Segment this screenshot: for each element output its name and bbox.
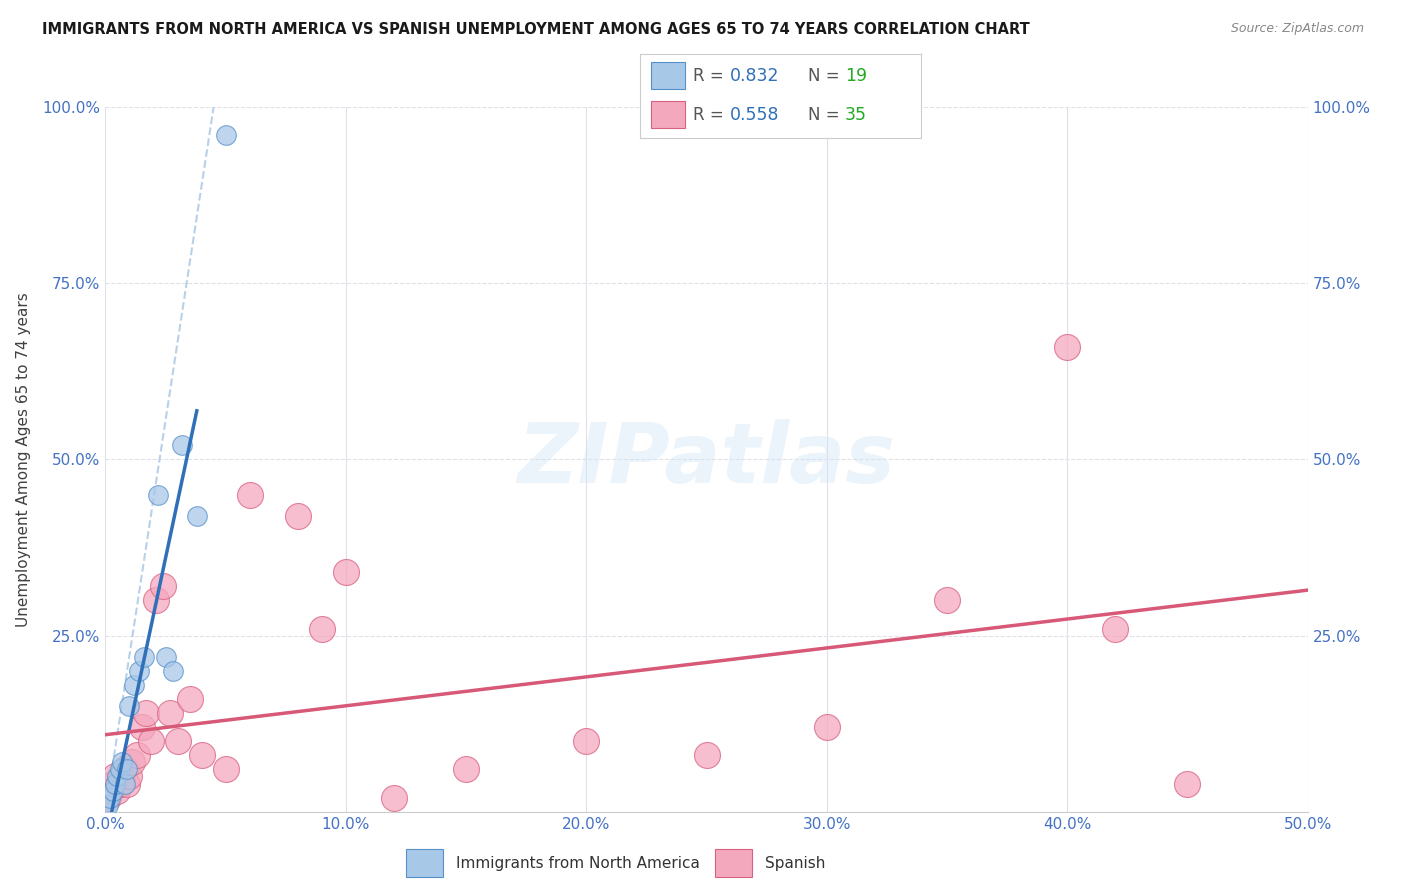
Point xyxy=(107,783,129,797)
Point xyxy=(172,438,194,452)
Point xyxy=(115,776,138,790)
Point xyxy=(101,783,124,797)
Text: 19: 19 xyxy=(845,67,868,85)
Text: 35: 35 xyxy=(845,105,868,123)
Text: Immigrants from North America: Immigrants from North America xyxy=(456,855,699,871)
Point xyxy=(108,776,131,790)
Point xyxy=(815,720,838,734)
Point xyxy=(118,769,141,784)
Point xyxy=(145,593,167,607)
Text: R =: R = xyxy=(693,105,730,123)
Bar xyxy=(406,849,443,877)
Text: N =: N = xyxy=(808,105,845,123)
Text: IMMIGRANTS FROM NORTH AMERICA VS SPANISH UNEMPLOYMENT AMONG AGES 65 TO 74 YEARS : IMMIGRANTS FROM NORTH AMERICA VS SPANISH… xyxy=(42,22,1031,37)
Point xyxy=(121,756,143,770)
Point xyxy=(186,508,208,523)
Text: R =: R = xyxy=(693,67,730,85)
Point xyxy=(454,763,477,777)
Point xyxy=(118,699,141,714)
Point xyxy=(382,790,405,805)
Point xyxy=(111,769,134,784)
Text: ZIPatlas: ZIPatlas xyxy=(517,419,896,500)
Point xyxy=(131,720,153,734)
Text: 0.558: 0.558 xyxy=(730,105,779,123)
Text: 0.832: 0.832 xyxy=(730,67,779,85)
Point xyxy=(108,763,131,777)
Bar xyxy=(651,62,685,89)
Point xyxy=(148,487,170,501)
Point xyxy=(97,790,120,805)
Bar xyxy=(716,849,752,877)
Point xyxy=(335,565,357,579)
Point xyxy=(1175,776,1198,790)
Point xyxy=(111,756,134,770)
Point xyxy=(135,706,157,720)
Point xyxy=(132,649,155,664)
Point xyxy=(162,664,184,678)
Point xyxy=(98,783,121,797)
Point xyxy=(239,487,262,501)
Point xyxy=(166,734,188,748)
Point xyxy=(575,734,598,748)
Point xyxy=(101,776,124,790)
Point xyxy=(128,664,150,678)
Point xyxy=(936,593,959,607)
Point xyxy=(107,769,129,784)
Point xyxy=(155,649,177,664)
Point xyxy=(98,790,121,805)
Point xyxy=(104,769,127,784)
Point xyxy=(152,579,174,593)
Point xyxy=(1104,622,1126,636)
Point xyxy=(114,763,136,777)
Point xyxy=(125,748,148,763)
Point xyxy=(139,734,162,748)
Text: Spanish: Spanish xyxy=(765,855,825,871)
Point xyxy=(104,776,127,790)
Text: N =: N = xyxy=(808,67,845,85)
Point xyxy=(97,797,120,812)
Bar xyxy=(651,101,685,128)
Point xyxy=(287,508,309,523)
Point xyxy=(214,128,236,143)
Point xyxy=(311,622,333,636)
Y-axis label: Unemployment Among Ages 65 to 74 years: Unemployment Among Ages 65 to 74 years xyxy=(17,292,31,627)
Point xyxy=(179,692,201,706)
Point xyxy=(115,763,138,777)
Point xyxy=(190,748,212,763)
Point xyxy=(159,706,181,720)
Point xyxy=(1056,340,1078,354)
Point xyxy=(214,763,236,777)
Point xyxy=(124,678,146,692)
Point xyxy=(696,748,718,763)
Point xyxy=(114,776,136,790)
Text: Source: ZipAtlas.com: Source: ZipAtlas.com xyxy=(1230,22,1364,36)
